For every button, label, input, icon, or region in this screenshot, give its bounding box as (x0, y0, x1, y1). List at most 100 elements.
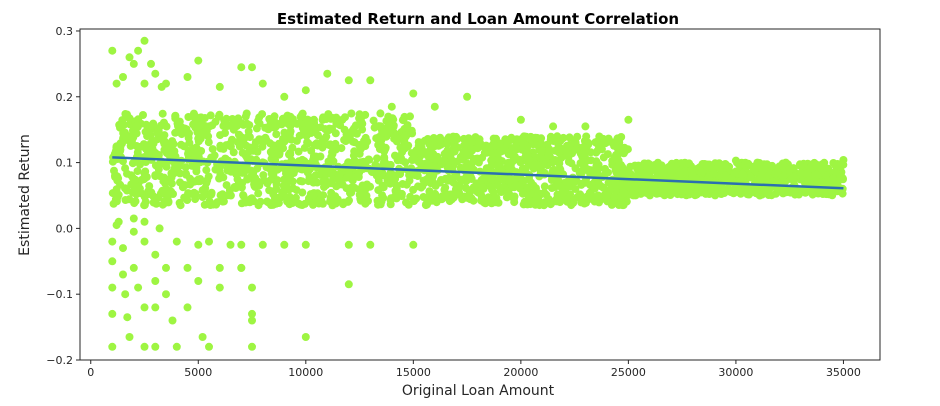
data-point (425, 140, 434, 148)
data-point (595, 145, 604, 154)
data-point (250, 180, 259, 189)
data-point (567, 201, 576, 210)
data-point (356, 196, 365, 205)
data-point (624, 115, 633, 124)
data-point (388, 174, 397, 183)
data-point (839, 156, 848, 164)
x-tick-label: 0 (87, 366, 94, 379)
data-point (567, 159, 576, 168)
data-point (531, 133, 540, 142)
data-point (707, 184, 716, 193)
data-point (204, 138, 213, 147)
data-point (280, 92, 289, 101)
plot-frame (79, 28, 881, 361)
data-point (125, 333, 134, 341)
data-point (108, 237, 117, 246)
data-point (610, 153, 619, 162)
data-point (192, 163, 201, 172)
data-point (253, 147, 262, 156)
data-point (233, 138, 242, 146)
data-point (294, 199, 303, 208)
data-point (301, 86, 310, 95)
data-point (151, 277, 160, 285)
data-point (579, 143, 588, 152)
data-point (316, 152, 325, 161)
data-point (270, 193, 279, 202)
data-point (833, 160, 842, 168)
data-point (506, 161, 515, 170)
data-point (791, 190, 799, 199)
data-point (779, 189, 788, 198)
data-point (112, 143, 121, 152)
data-point (419, 193, 428, 201)
data-point (283, 177, 292, 186)
data-point (516, 115, 525, 124)
data-point (329, 157, 338, 166)
data-point (700, 160, 709, 168)
data-point (189, 120, 198, 129)
data-point (539, 201, 548, 209)
data-point (478, 183, 487, 192)
data-point (585, 195, 594, 204)
data-point (438, 192, 447, 201)
data-point (685, 159, 694, 168)
data-point (510, 198, 519, 207)
data-point (242, 109, 251, 118)
data-point (159, 177, 168, 186)
data-point (299, 126, 308, 135)
data-point (165, 150, 174, 159)
data-point (151, 303, 160, 312)
x-axis: 0 5000 10000 15000 20000 25000 30000 35000 (87, 360, 861, 379)
data-point (660, 191, 669, 200)
data-point (121, 290, 130, 299)
data-point (735, 187, 743, 196)
data-point (285, 200, 294, 209)
data-point (450, 172, 459, 181)
data-point (130, 186, 139, 195)
data-point (443, 135, 452, 144)
data-point (616, 180, 624, 189)
data-point (376, 109, 385, 118)
data-point (301, 240, 310, 249)
data-point (205, 342, 213, 351)
data-point (160, 137, 169, 146)
data-point (522, 132, 531, 141)
data-point (647, 164, 655, 173)
data-point (747, 173, 755, 182)
data-point (394, 169, 403, 178)
data-point (582, 132, 591, 141)
data-point (223, 166, 232, 175)
data-point (289, 169, 298, 177)
data-point (748, 187, 756, 196)
data-point (547, 176, 556, 184)
data-point (638, 186, 647, 195)
data-point (610, 193, 619, 202)
data-point (298, 165, 307, 174)
data-point (268, 141, 277, 150)
data-point (347, 188, 356, 197)
data-point (194, 240, 203, 249)
data-point (562, 195, 571, 204)
data-point (412, 194, 421, 203)
data-point (129, 263, 138, 272)
data-point (237, 240, 246, 249)
data-point (571, 185, 580, 193)
data-point (205, 237, 213, 246)
data-point (816, 179, 825, 188)
data-point (544, 151, 553, 160)
data-point (551, 156, 559, 164)
data-point (276, 142, 285, 151)
data-point (183, 263, 192, 272)
data-point (415, 142, 424, 151)
data-point (721, 160, 730, 168)
data-point (709, 169, 718, 178)
data-point (613, 163, 622, 172)
data-point (267, 169, 276, 178)
data-point (467, 159, 476, 168)
regression-layer (112, 156, 844, 190)
data-point (493, 161, 502, 170)
data-point (183, 196, 192, 204)
data-point (304, 197, 313, 206)
data-point (180, 142, 189, 151)
